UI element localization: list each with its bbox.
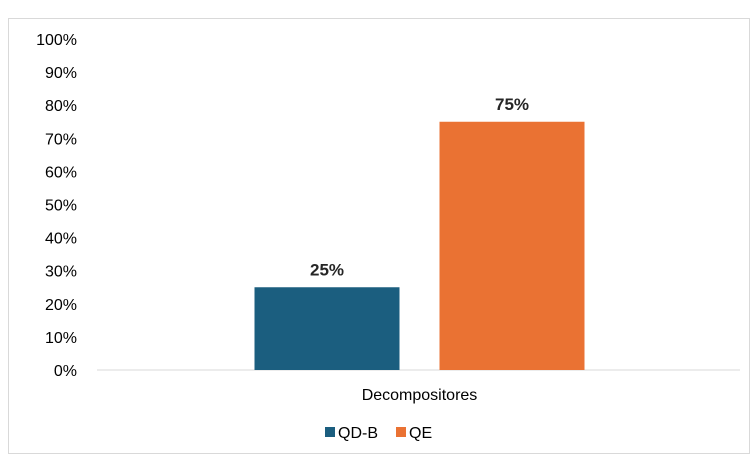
legend-swatch [396, 427, 406, 437]
legend-label: QD-B [338, 425, 378, 442]
y-tick-label: 50% [45, 198, 77, 215]
bar-data-label: 75% [495, 95, 529, 114]
legend-swatch [325, 427, 335, 437]
y-tick-label: 80% [45, 98, 77, 115]
x-category-label: Decompositores [362, 387, 478, 404]
bars [255, 122, 585, 370]
bar-data-label: 25% [310, 260, 344, 279]
bar-qd-b [255, 287, 400, 370]
legend-label: QE [409, 425, 432, 442]
y-tick-label: 70% [45, 131, 77, 148]
bar-qe [440, 122, 585, 370]
y-tick-label: 10% [45, 330, 77, 347]
y-tick-label: 100% [36, 32, 77, 49]
y-tick-label: 60% [45, 164, 77, 181]
y-tick-label: 40% [45, 231, 77, 248]
y-tick-label: 30% [45, 264, 77, 281]
y-tick-label: 90% [45, 65, 77, 82]
y-tick-label: 0% [54, 363, 77, 380]
y-axis-ticks: 0% 10% 20% 30% 40% 50% 60% 70% 80% 90% 100% [36, 32, 77, 380]
y-tick-label: 20% [45, 297, 77, 314]
legend: QD-B QE [325, 425, 432, 442]
